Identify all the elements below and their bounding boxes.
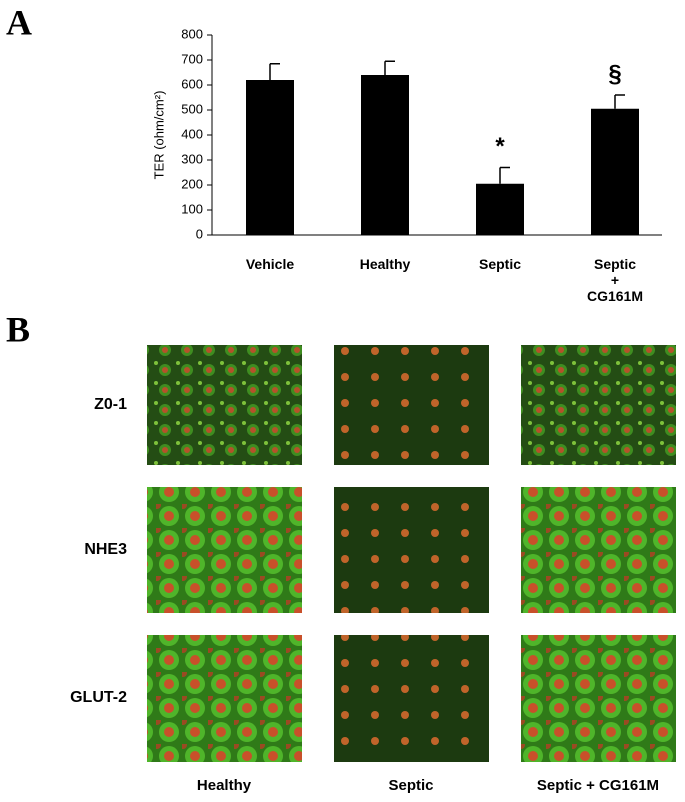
micrograph: [521, 635, 676, 762]
y-tick-label: 200: [181, 176, 203, 191]
y-tick-label: 500: [181, 101, 203, 116]
micrograph: [147, 345, 302, 465]
micrograph: [334, 487, 489, 613]
bar: [361, 75, 409, 235]
column-label: Septic: [388, 777, 433, 794]
y-tick-label: 600: [181, 76, 203, 91]
micrograph-grid: [147, 345, 676, 762]
error-bar: [269, 63, 280, 80]
column-label: Septic + CG161M: [537, 777, 659, 794]
y-tick-label: 100: [181, 201, 203, 216]
bar: [476, 183, 524, 235]
x-tick-label: Septic: [478, 256, 521, 272]
micrograph: [521, 345, 676, 465]
micrograph: [147, 487, 302, 613]
y-tick-label: 0: [196, 226, 203, 241]
annotation: §: [608, 60, 621, 87]
annotation: *: [495, 133, 505, 160]
x-tick-label: Septic + CG161M: [586, 256, 644, 304]
x-tick-label: Healthy: [359, 256, 411, 272]
column-label: Healthy: [197, 777, 252, 794]
micrograph: [147, 635, 302, 762]
error-bar: [384, 60, 395, 75]
micrograph: [334, 345, 489, 465]
row-label: NHE3: [84, 541, 127, 558]
panel-label: B: [6, 309, 30, 349]
x-tick-label: Vehicle: [245, 256, 295, 272]
y-tick-label: 800: [181, 26, 203, 41]
micrograph: [334, 635, 489, 762]
bar: [246, 80, 294, 235]
error-bar: [614, 94, 625, 109]
bar: [591, 108, 639, 235]
y-tick-label: 400: [181, 126, 203, 141]
row-label: Z0-1: [94, 396, 127, 413]
y-axis-label: TER (ohm/cm²): [151, 91, 166, 180]
row-label: GLUT-2: [70, 689, 127, 706]
y-tick-label: 300: [181, 151, 203, 166]
panel-label: A: [6, 2, 32, 42]
micrograph: [521, 487, 676, 613]
error-bar: [499, 166, 510, 184]
y-tick-label: 700: [181, 51, 203, 66]
